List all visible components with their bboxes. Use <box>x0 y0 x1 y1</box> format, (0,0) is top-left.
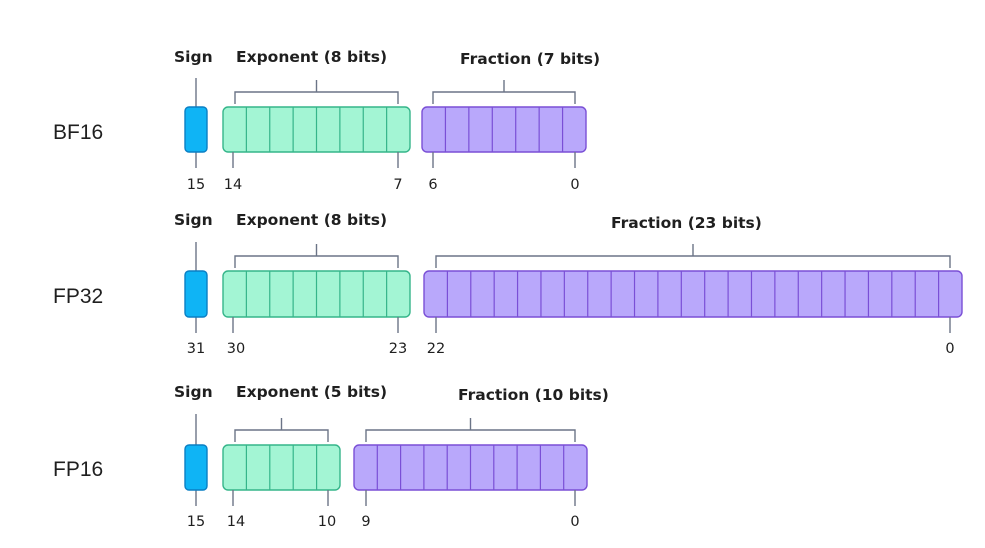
exponent-start-index-fp16: 14 <box>227 514 245 530</box>
sign-header-fp32: Sign <box>174 211 213 229</box>
fraction-block-fp16 <box>353 444 588 491</box>
sign-index-fp32: 31 <box>187 341 205 357</box>
exponent-header-fp32: Exponent (8 bits) <box>236 211 387 229</box>
exponent-start-index-bf16: 14 <box>224 177 242 193</box>
exponent-bracket-fp32 <box>234 244 399 268</box>
exponent-end-index-fp32: 23 <box>389 341 407 357</box>
format-row-fp32: FP32 Sign Exponent (8 bits) Fraction (23… <box>53 211 963 357</box>
format-name-bf16: BF16 <box>53 121 103 144</box>
exponent-start-index-fp32: 30 <box>227 341 245 357</box>
sign-header-fp16: Sign <box>174 383 213 401</box>
exponent-block-fp32 <box>222 270 411 318</box>
fraction-end-index-bf16: 0 <box>570 177 579 193</box>
fraction-outline-bf16 <box>421 106 587 153</box>
sign-index-bf16: 15 <box>187 177 205 193</box>
format-row-bf16: BF16 Sign Exponent (8 bits) Fraction (7 … <box>53 48 600 193</box>
sign-bit-fp32 <box>184 270 208 318</box>
format-name-fp32: FP32 <box>53 285 103 308</box>
fraction-end-index-fp32: 0 <box>945 341 954 357</box>
fraction-end-index-fp16: 0 <box>570 514 579 530</box>
fraction-start-index-fp32: 22 <box>427 341 445 357</box>
fraction-outline-fp32 <box>423 270 963 318</box>
exponent-header-bf16: Exponent (8 bits) <box>236 48 387 66</box>
exponent-block-bf16 <box>222 106 411 153</box>
fraction-block-fp32 <box>423 270 963 318</box>
exponent-end-index-bf16: 7 <box>393 177 402 193</box>
fraction-bracket-fp32 <box>435 244 951 268</box>
fraction-start-index-bf16: 6 <box>428 177 437 193</box>
exponent-end-index-fp16: 10 <box>318 514 336 530</box>
exponent-outline-fp16 <box>222 444 341 491</box>
sign-header-bf16: Sign <box>174 48 213 66</box>
exponent-block-fp16 <box>222 444 341 491</box>
fraction-start-index-fp16: 9 <box>361 514 370 530</box>
fraction-header-fp32: Fraction (23 bits) <box>611 214 762 232</box>
format-row-fp16: FP16 Sign Exponent (5 bits) Fraction (10… <box>53 383 609 530</box>
fraction-header-bf16: Fraction (7 bits) <box>460 50 600 68</box>
sign-index-fp16: 15 <box>187 514 205 530</box>
sign-bit-fp16 <box>184 444 208 491</box>
fraction-bracket-bf16 <box>432 80 576 104</box>
format-name-fp16: FP16 <box>53 458 103 481</box>
fraction-bracket-fp16 <box>365 418 576 442</box>
exponent-bracket-fp16 <box>234 418 329 442</box>
exponent-bracket-bf16 <box>234 80 399 104</box>
fraction-block-bf16 <box>421 106 587 153</box>
exponent-header-fp16: Exponent (5 bits) <box>236 383 387 401</box>
sign-bit-bf16 <box>184 106 208 153</box>
fraction-header-fp16: Fraction (10 bits) <box>458 386 609 404</box>
